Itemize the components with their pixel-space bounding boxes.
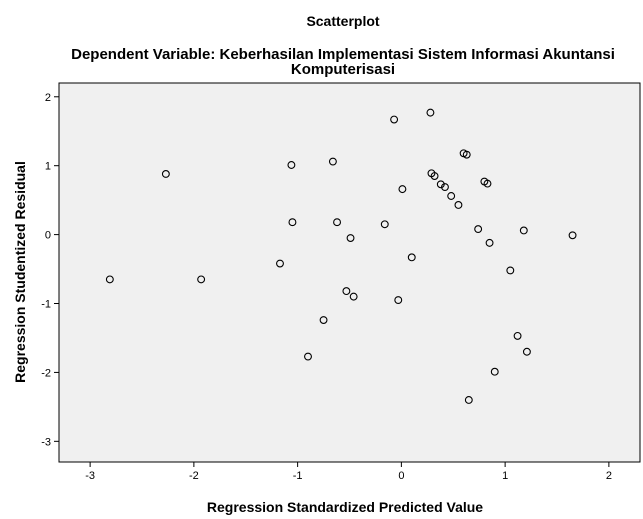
x-tick-label: 2 (606, 470, 612, 482)
scatter-point (342, 287, 351, 296)
scatter-point (105, 275, 114, 284)
x-tick-label: 1 (502, 470, 508, 482)
chart-title: Scatterplot (306, 13, 379, 29)
scatter-point (436, 180, 445, 189)
scatter-point (483, 179, 492, 188)
scatter-point (407, 253, 416, 262)
scatter-point (447, 192, 456, 200)
scatter-point (441, 183, 449, 192)
scatter-point (519, 226, 528, 235)
chart-subtitle-line-2: Komputerisasi (291, 61, 395, 78)
y-tick-label: 2 (45, 92, 51, 104)
scatter-point (490, 367, 499, 376)
scatter-points (105, 108, 577, 404)
scatter-point (380, 220, 389, 229)
x-tick-label: 0 (398, 470, 404, 482)
scatter-point (522, 347, 531, 356)
scatter-point (304, 352, 312, 361)
scatter-point (474, 225, 483, 234)
x-tick-label: -1 (293, 470, 303, 482)
scatter-point (454, 201, 463, 209)
scatter-point (464, 396, 473, 404)
y-tick-label: -2 (41, 367, 51, 379)
scatter-point (398, 185, 407, 194)
scatter-point (506, 266, 515, 275)
scatter-point (287, 161, 296, 169)
x-axis: -3 -2 -1 0 1 2 (85, 462, 612, 482)
y-tick-label: 1 (45, 161, 51, 173)
scatter-point (394, 296, 403, 305)
scatter-point (346, 234, 355, 242)
scatter-point (485, 238, 494, 247)
y-axis: 2 1 0 -1 -2 -3 (41, 92, 59, 448)
scatter-point (197, 275, 206, 284)
scatter-point (349, 292, 358, 301)
chart-subtitle-line-1: Dependent Variable: Keberhasilan Impleme… (71, 46, 615, 63)
scatter-point (513, 331, 522, 340)
x-axis-title: Regression Standardized Predicted Value (207, 499, 483, 515)
x-tick-label: -3 (85, 470, 95, 482)
scatter-point (390, 115, 399, 124)
x-tick-label: -2 (189, 470, 199, 482)
scatter-point (276, 259, 284, 268)
plot-area (58, 82, 641, 463)
scatter-point (568, 231, 577, 240)
scatter-point (462, 150, 471, 159)
scatter-point (319, 316, 328, 324)
scatter-point (333, 218, 341, 227)
y-tick-label: 0 (45, 230, 51, 242)
y-tick-label: -1 (41, 299, 51, 311)
scatter-point (328, 157, 337, 166)
scatter-point (288, 218, 297, 227)
scatter-point (426, 108, 435, 117)
scatter-point (161, 170, 170, 178)
y-tick-label: -3 (41, 436, 51, 448)
scatter-point (430, 172, 439, 180)
y-axis-title: Regression Studentized Residual (12, 161, 28, 383)
